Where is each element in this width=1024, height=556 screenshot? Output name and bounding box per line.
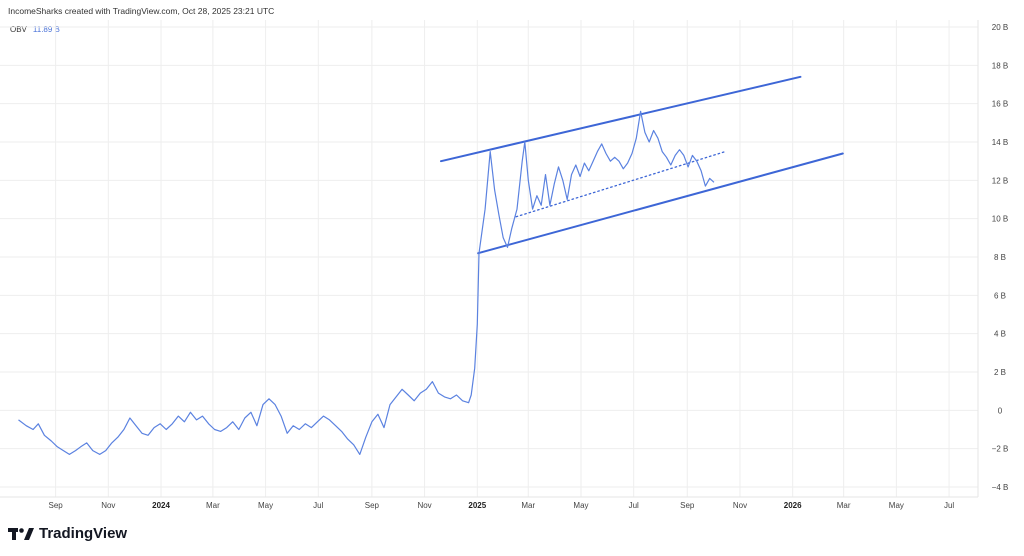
x-tick-label: Sep bbox=[680, 501, 695, 510]
channel-trendline[interactable] bbox=[477, 152, 844, 255]
grid-lines bbox=[0, 20, 978, 497]
y-tick-label: −4 B bbox=[992, 483, 1009, 492]
time-axis[interactable]: Sep Nov 2024 Mar May Jul Sep Nov 2025 Mar May Jul Se… bbox=[48, 501, 954, 510]
x-tick-label: Nov bbox=[101, 501, 115, 510]
x-tick-label: Jul bbox=[313, 501, 323, 510]
y-tick-label: 16 B bbox=[992, 100, 1008, 109]
trendlines[interactable] bbox=[439, 75, 844, 255]
y-tick-label: 12 B bbox=[992, 176, 1008, 185]
x-tick-label: Sep bbox=[365, 501, 380, 510]
y-tick-label: 0 bbox=[998, 406, 1003, 415]
x-tick-label: 2026 bbox=[784, 501, 802, 510]
indicator-legend: OBV 11.89 B bbox=[10, 25, 60, 34]
y-tick-label: 14 B bbox=[992, 138, 1008, 147]
chart-caption: IncomeSharks created with TradingView.co… bbox=[8, 6, 275, 16]
dotted-trendline[interactable] bbox=[515, 150, 726, 218]
x-tick-label: 2025 bbox=[468, 501, 486, 510]
x-tick-label: May bbox=[573, 501, 588, 510]
y-tick-label: 20 B bbox=[992, 23, 1008, 32]
x-tick-label: May bbox=[889, 501, 904, 510]
x-tick-label: Jul bbox=[944, 501, 954, 510]
y-tick-label: 10 B bbox=[992, 215, 1008, 224]
y-tick-label: 18 B bbox=[992, 61, 1008, 70]
indicator-name: OBV bbox=[10, 25, 27, 34]
x-tick-label: Mar bbox=[837, 501, 851, 510]
y-tick-label: 4 B bbox=[994, 330, 1006, 339]
x-tick-label: Mar bbox=[521, 501, 535, 510]
series-layer bbox=[18, 110, 715, 455]
channel-trendline[interactable] bbox=[439, 75, 802, 163]
y-tick-label: 8 B bbox=[994, 253, 1006, 262]
x-tick-label: Mar bbox=[206, 501, 220, 510]
x-tick-label: Nov bbox=[733, 501, 747, 510]
x-tick-label: Jul bbox=[629, 501, 639, 510]
x-tick-label: Nov bbox=[417, 501, 431, 510]
indicator-value: 11.89 B bbox=[32, 25, 60, 34]
tradingview-logo-icon bbox=[8, 527, 34, 540]
y-tick-label: −2 B bbox=[992, 445, 1009, 454]
price-axis[interactable]: 20 B 18 B 16 B 14 B 12 B 10 B 8 B 6 B 4 B 2 B 0 −2 … bbox=[992, 23, 1009, 492]
obv-series-line[interactable] bbox=[18, 110, 715, 455]
tradingview-branding[interactable]: TradingView bbox=[8, 525, 127, 542]
brand-name: TradingView bbox=[39, 525, 128, 542]
x-tick-label: Sep bbox=[48, 501, 63, 510]
x-tick-label: 2024 bbox=[152, 501, 170, 510]
y-tick-label: 6 B bbox=[994, 291, 1006, 300]
x-tick-label: May bbox=[258, 501, 273, 510]
y-tick-label: 2 B bbox=[994, 368, 1006, 377]
